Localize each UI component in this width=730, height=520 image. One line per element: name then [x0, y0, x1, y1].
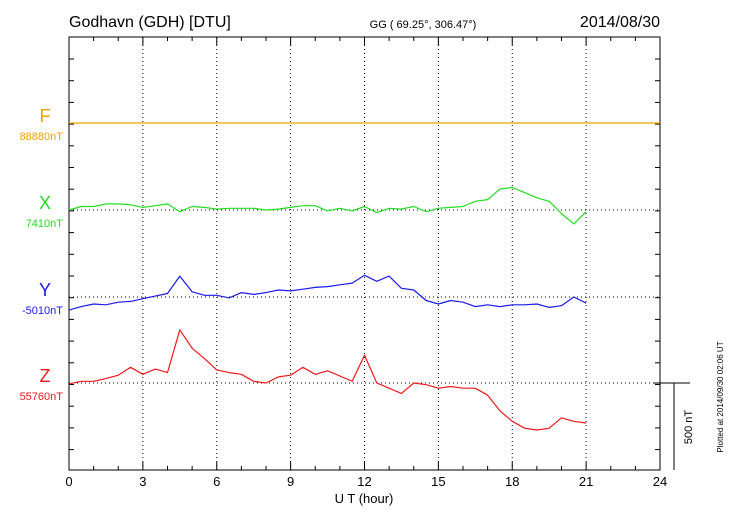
series-traces	[68, 122, 660, 431]
x-tick-label: 15	[431, 474, 445, 489]
channel-labels: F 88880nT X 7410nT Y -5010nT Z 55760nT	[20, 106, 64, 403]
scale-bar-label: 500 nT	[683, 410, 695, 445]
channel-baseline-y: -5010nT	[22, 305, 63, 317]
plotted-timestamp: Plotted at 2014/09/30 02:06 UT	[716, 341, 725, 452]
channel-name-f: F	[40, 106, 51, 126]
station-title: Godhavn (GDH) [DTU]	[69, 14, 231, 31]
x-tick-label: 3	[139, 474, 146, 489]
channel-baseline-z: 55760nT	[20, 391, 64, 403]
x-tick-label: 21	[579, 474, 593, 489]
channel-name-z: Z	[40, 366, 51, 386]
plot-date: 2014/08/30	[580, 14, 660, 31]
x-tick-label: 24	[653, 474, 667, 489]
series-line-y	[68, 274, 587, 311]
x-axis-label: U T (hour)	[335, 491, 394, 506]
x-tick-label: 18	[505, 474, 519, 489]
x-tick-label: 9	[287, 474, 294, 489]
x-tick-label: 12	[357, 474, 371, 489]
series-line-z	[68, 329, 587, 431]
channel-name-y: Y	[39, 280, 51, 300]
channel-baseline-f: 88880nT	[20, 131, 64, 143]
geo-coords: GG ( 69.25°, 306.47°)	[370, 19, 477, 31]
x-tick-labels: 0 3 6 9 12 15 18 21 24	[65, 474, 667, 489]
grid-lines	[69, 37, 660, 470]
x-tick-label: 6	[213, 474, 220, 489]
axis-ticks	[68, 37, 661, 470]
x-tick-label: 0	[65, 474, 72, 489]
scale-bar: 500 nT	[653, 382, 695, 470]
channel-baseline-x: 7410nT	[26, 218, 64, 230]
series-line-x	[68, 186, 587, 225]
channel-name-x: X	[39, 193, 51, 213]
